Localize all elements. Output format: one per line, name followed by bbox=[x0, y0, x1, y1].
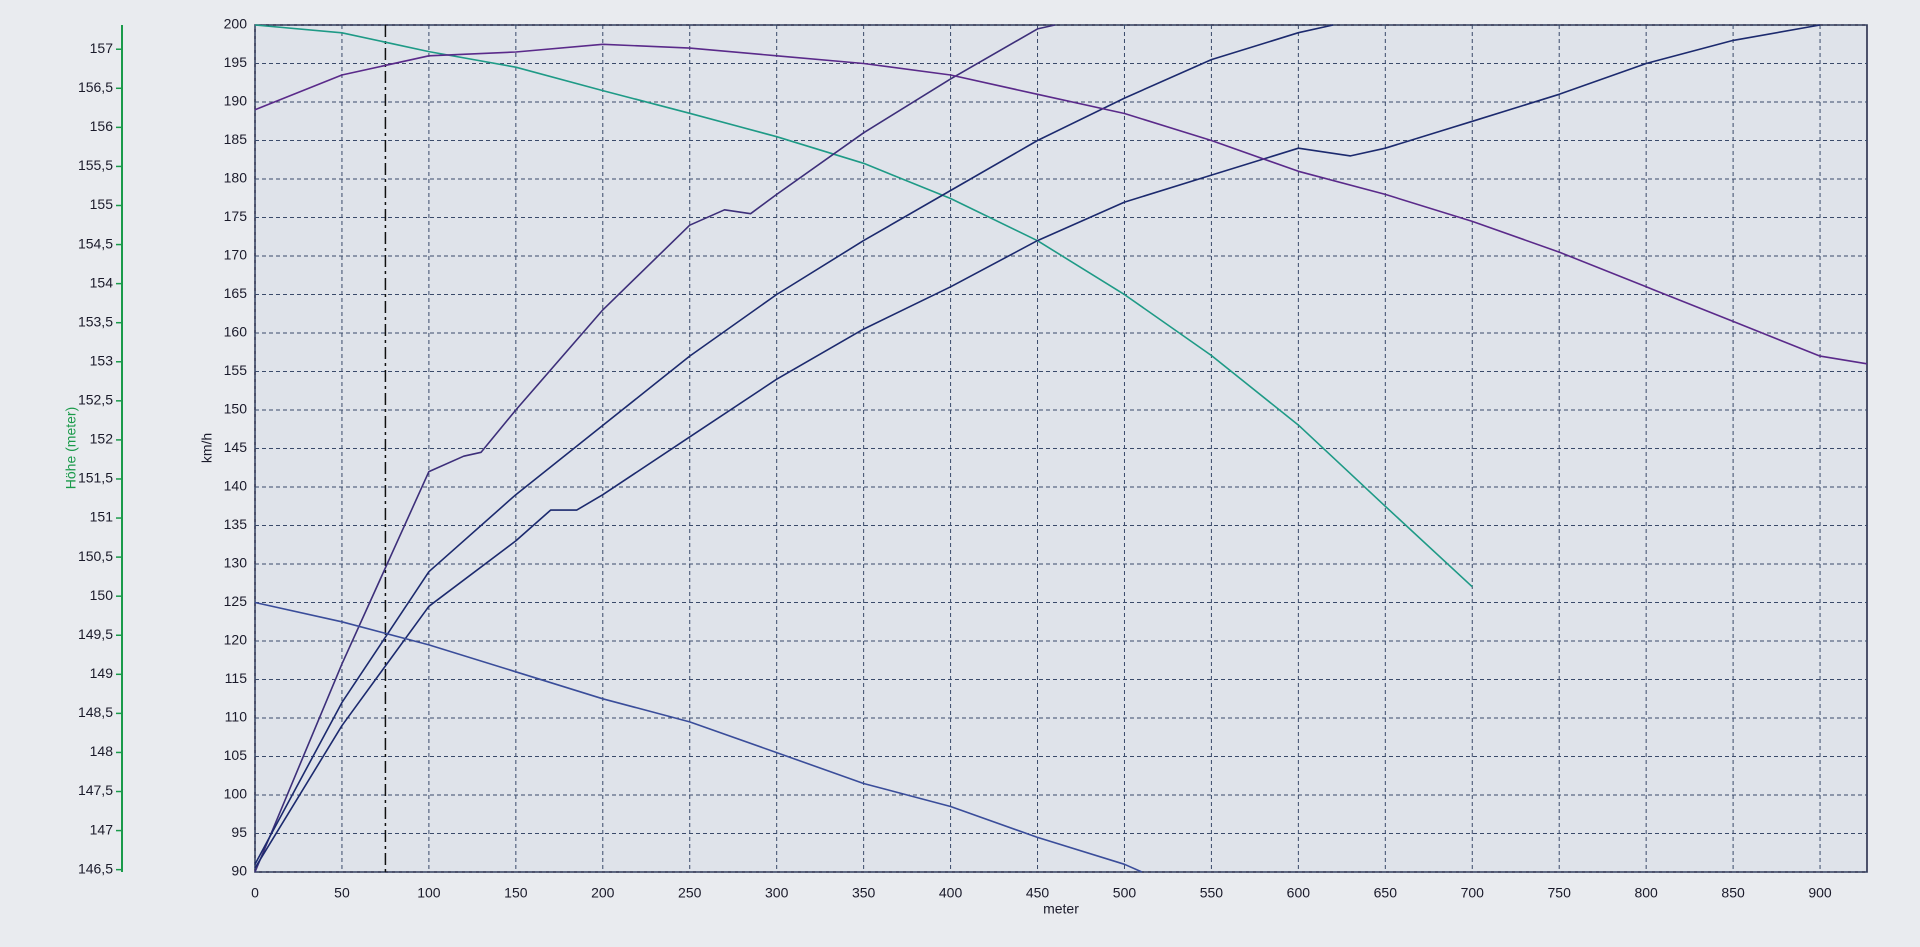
y-tick-label: 125 bbox=[224, 593, 248, 609]
x-tick-label: 0 bbox=[251, 885, 259, 901]
y-tick-label: 110 bbox=[225, 709, 248, 725]
y2-tick-label: 152,5 bbox=[78, 392, 113, 408]
y2-tick-label: 148,5 bbox=[78, 704, 113, 720]
x-tick-label: 250 bbox=[678, 885, 702, 901]
y2-axis-title: Höhe (meter) bbox=[63, 407, 79, 489]
x-tick-label: 850 bbox=[1721, 885, 1745, 901]
series-line bbox=[254, 24, 1821, 869]
y-tick-label: 130 bbox=[224, 555, 248, 571]
y2-tick-label: 154,5 bbox=[78, 235, 113, 251]
x-axis-title: meter bbox=[1043, 901, 1079, 917]
x-tick-label: 300 bbox=[765, 885, 789, 901]
x-tick-label: 200 bbox=[591, 885, 615, 901]
x-tick-label: 800 bbox=[1634, 885, 1658, 901]
x-tick-label: 50 bbox=[334, 885, 350, 901]
y2-tick-label: 146,5 bbox=[78, 860, 113, 876]
x-tick-label: 600 bbox=[1287, 885, 1311, 901]
x-tick-label: 700 bbox=[1461, 885, 1485, 901]
series-line bbox=[254, 24, 1334, 865]
x-tick-label: 400 bbox=[939, 885, 963, 901]
x-tick-label: 650 bbox=[1374, 885, 1398, 901]
y-tick-label: 160 bbox=[224, 324, 248, 340]
x-tick-label: 350 bbox=[852, 885, 876, 901]
y2-tick-label: 152 bbox=[90, 431, 114, 447]
series-line bbox=[254, 24, 1473, 588]
y-tick-label: 165 bbox=[224, 285, 248, 301]
y-tick-label: 155 bbox=[224, 362, 248, 378]
y-tick-label: 150 bbox=[224, 401, 248, 417]
y2-tick-label: 156,5 bbox=[78, 79, 113, 95]
x-tick-label: 550 bbox=[1200, 885, 1224, 901]
y2-tick-label: 154 bbox=[90, 274, 114, 290]
y-tick-label: 105 bbox=[224, 747, 248, 763]
y-tick-label: 175 bbox=[224, 208, 248, 224]
y2-tick-label: 150 bbox=[90, 587, 114, 603]
x-tick-label: 750 bbox=[1548, 885, 1572, 901]
series-line bbox=[254, 601, 1143, 873]
y2-tick-label: 155,5 bbox=[78, 157, 113, 173]
x-tick-label: 100 bbox=[417, 885, 441, 901]
y-tick-label: 145 bbox=[224, 439, 248, 455]
y2-tick-label: 157 bbox=[90, 40, 114, 56]
y2-tick-label: 147 bbox=[90, 821, 114, 837]
series-line bbox=[254, 43, 1868, 365]
y-tick-label: 95 bbox=[231, 824, 247, 840]
y-tick-label: 100 bbox=[224, 786, 248, 802]
y2-tick-label: 149,5 bbox=[78, 626, 113, 642]
y2-tick-label: 151,5 bbox=[78, 470, 113, 486]
y2-tick-label: 149 bbox=[90, 665, 114, 681]
y2-tick-label: 150,5 bbox=[78, 548, 113, 564]
y-tick-label: 120 bbox=[224, 632, 248, 648]
y2-tick-label: 151 bbox=[90, 509, 114, 525]
y-tick-label: 170 bbox=[224, 247, 248, 263]
series-line bbox=[254, 24, 1056, 873]
y-tick-label: 115 bbox=[225, 670, 248, 686]
x-tick-label: 450 bbox=[1026, 885, 1050, 901]
y-tick-label: 140 bbox=[224, 478, 248, 494]
y-axis-title: km/h bbox=[199, 433, 215, 463]
y2-tick-label: 148 bbox=[90, 743, 114, 759]
y-tick-label: 200 bbox=[224, 16, 248, 32]
y-tick-label: 90 bbox=[231, 863, 247, 879]
y-tick-label: 190 bbox=[224, 93, 248, 109]
y2-tick-label: 153 bbox=[90, 352, 114, 368]
y2-tick-label: 153,5 bbox=[78, 313, 113, 329]
x-tick-label: 500 bbox=[1113, 885, 1137, 901]
y2-tick-label: 156 bbox=[90, 118, 114, 134]
y-tick-label: 195 bbox=[224, 54, 248, 70]
y-tick-label: 180 bbox=[224, 170, 248, 186]
y-tick-label: 185 bbox=[224, 131, 248, 147]
x-tick-label: 900 bbox=[1808, 885, 1832, 901]
x-tick-label: 150 bbox=[504, 885, 528, 901]
y2-tick-label: 155 bbox=[90, 196, 114, 212]
y2-tick-label: 147,5 bbox=[78, 782, 113, 798]
y-tick-label: 135 bbox=[224, 516, 248, 532]
